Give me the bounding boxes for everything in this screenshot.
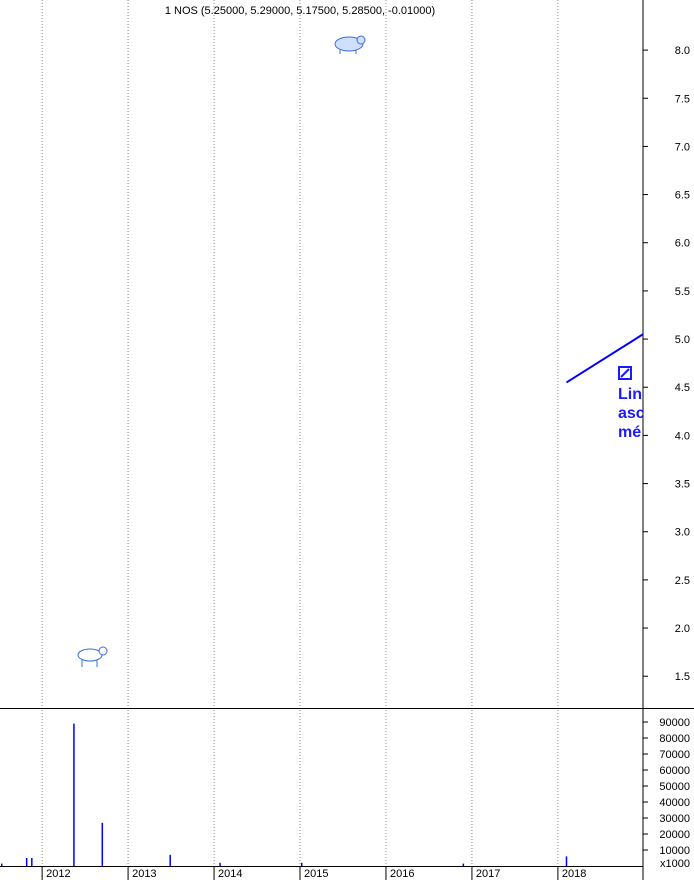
y-tick-label: 2.5: [675, 575, 690, 587]
y-tick-label: 80000: [659, 733, 690, 745]
trend-line: [565, 333, 643, 384]
y-tick-label: 50000: [659, 781, 690, 793]
x-tick-label: 2018: [562, 868, 586, 880]
y-tick-label: 10000: [659, 845, 690, 857]
unit-label: x1000: [660, 858, 690, 870]
annotation-text: asc: [618, 405, 645, 422]
y-tick-label: 1.5: [675, 671, 690, 683]
y-tick-label: 8.0: [675, 45, 690, 57]
y-tick-label: 5.0: [675, 334, 690, 346]
y-tick-label: 20000: [659, 829, 690, 841]
x-tick-label: 2016: [390, 868, 414, 880]
y-tick-label: 3.0: [675, 527, 690, 539]
y-tick-label: 30000: [659, 813, 690, 825]
y-tick-label: 5.5: [675, 286, 690, 298]
x-tick-label: 2017: [476, 868, 500, 880]
y-tick-label: 4.5: [675, 382, 690, 394]
chart-title: 1 NOS (5.25000, 5.29000, 5.17500, 5.2850…: [165, 5, 435, 17]
annotation-icon: [618, 366, 632, 380]
y-tick-label: 40000: [659, 797, 690, 809]
annotation-text: mé: [618, 424, 641, 441]
y-tick-label: 6.0: [675, 238, 690, 250]
y-tick-label: 90000: [659, 717, 690, 729]
bull-icon: [77, 646, 108, 667]
y-tick-label: 60000: [659, 765, 690, 777]
annotation-text: Lin: [618, 386, 642, 403]
plot-area: Lin asc mé: [565, 333, 645, 441]
y-tick-label: 4.0: [675, 430, 690, 442]
bear-icon: [334, 35, 366, 54]
x-tick-label: 2015: [304, 868, 328, 880]
y-tick-label: 2.0: [675, 623, 690, 635]
y-tick-label: 70000: [659, 749, 690, 761]
y-tick-label: 6.5: [675, 190, 690, 202]
x-tick-label: 2014: [218, 868, 242, 880]
y-tick-label: 7.5: [675, 93, 690, 105]
y-tick-label: 7.0: [675, 141, 690, 153]
x-tick-label: 2012: [46, 868, 70, 880]
y-tick-label: 3.5: [675, 479, 690, 491]
x-tick-label: 2013: [132, 868, 156, 880]
